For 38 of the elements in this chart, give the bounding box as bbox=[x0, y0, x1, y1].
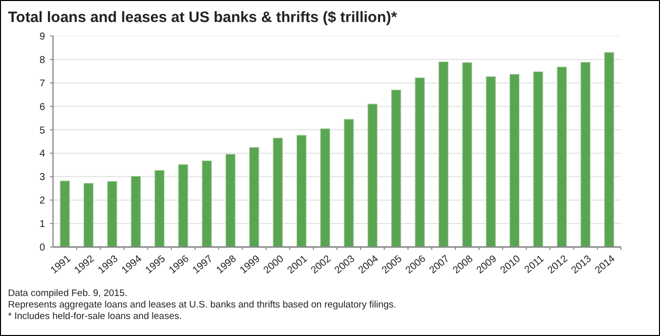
bar bbox=[83, 182, 94, 248]
bar bbox=[533, 71, 544, 248]
bar bbox=[178, 164, 188, 248]
y-tick-label: 2 bbox=[39, 196, 46, 207]
bar bbox=[249, 147, 260, 248]
bar bbox=[486, 76, 496, 248]
bar bbox=[367, 104, 378, 248]
bar bbox=[556, 66, 567, 248]
text: Data compiled Feb. 9, 2015. bbox=[8, 288, 128, 299]
y-tick-label: 0 bbox=[39, 242, 46, 254]
bar bbox=[580, 62, 591, 248]
bar bbox=[391, 90, 402, 248]
y-tick-label: 5 bbox=[39, 125, 46, 136]
bar bbox=[154, 170, 165, 248]
bar bbox=[462, 62, 472, 248]
y-tick-label: 6 bbox=[39, 102, 46, 113]
bar bbox=[60, 180, 70, 248]
y-tick-label: 3 bbox=[39, 172, 46, 184]
bar bbox=[202, 160, 212, 248]
text: Represents aggregate loans and leases at U.S. banks and thrifts based on regulatory filings. bbox=[8, 300, 396, 310]
bar bbox=[320, 128, 330, 248]
bar bbox=[438, 61, 449, 248]
bar bbox=[344, 118, 354, 248]
bar bbox=[296, 134, 307, 248]
chart-title: Total loans and leases at US banks & thrifts ($ trillion)* bbox=[8, 9, 398, 26]
bar bbox=[604, 52, 614, 248]
bar bbox=[130, 176, 141, 248]
bar bbox=[225, 154, 236, 248]
bar bbox=[272, 138, 283, 248]
y-tick-label: 1 bbox=[39, 219, 46, 230]
y-tick-label: 9 bbox=[39, 32, 46, 42]
text: * Includes held-for-sale loans and leases. bbox=[8, 311, 182, 322]
bar bbox=[414, 77, 425, 248]
bar bbox=[509, 74, 520, 248]
y-tick-label: 4 bbox=[39, 148, 46, 160]
y-tick-label: 8 bbox=[39, 54, 46, 66]
bar bbox=[107, 181, 118, 248]
y-tick-label: 7 bbox=[39, 78, 46, 90]
